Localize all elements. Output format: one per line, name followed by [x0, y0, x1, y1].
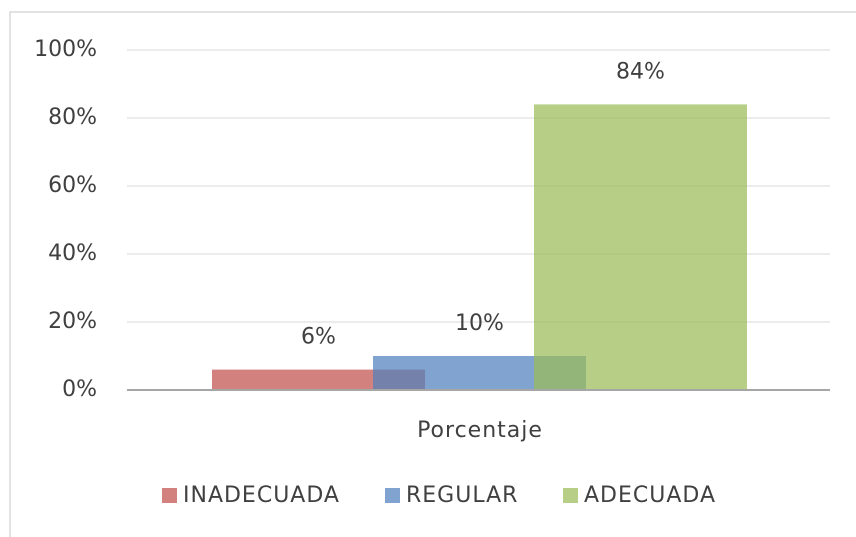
legend-label: INADECUADA: [183, 483, 340, 508]
x-tick-label: Porcentaje: [417, 418, 543, 443]
y-tick-label: 40%: [48, 241, 97, 266]
data-label: 6%: [301, 325, 336, 350]
legend-swatch: [563, 488, 578, 503]
y-tick-label: 100%: [34, 37, 97, 62]
y-tick-label: 20%: [48, 309, 97, 334]
legend-swatch: [385, 488, 400, 503]
bar: [212, 369, 425, 390]
y-tick-label: 80%: [48, 105, 97, 130]
data-label: 10%: [455, 311, 504, 336]
legend-label: REGULAR: [406, 483, 518, 508]
legend-swatch: [162, 488, 177, 503]
data-label: 84%: [616, 59, 665, 84]
y-tick-label: 60%: [48, 173, 97, 198]
bar: [534, 104, 747, 391]
y-tick-label: 0%: [62, 377, 97, 402]
legend-label: ADECUADA: [584, 483, 716, 508]
